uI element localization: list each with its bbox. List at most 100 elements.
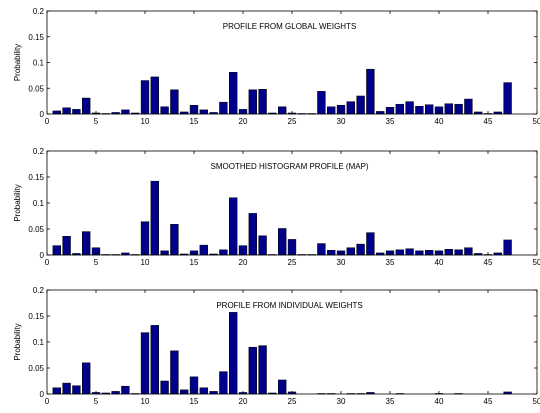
bar [454,103,463,115]
bar [170,350,179,395]
bar [415,250,424,256]
panel-title: PROFILE FROM INDIVIDUAL WEIGHTS [216,301,362,310]
x-tick-label: 10 [141,258,150,267]
bar [356,95,365,115]
panel-title: SMOOTHED HISTOGRAM PROFILE (MAP) [211,162,369,171]
x-tick-label: 30 [337,258,346,267]
y-axis-label: Probability [13,323,22,360]
bar [464,247,473,256]
x-tick-label: 35 [386,258,395,267]
x-tick-label: 35 [386,117,395,126]
bar [62,236,71,256]
bar [415,106,424,115]
bar [503,239,512,256]
bar [62,382,71,395]
bar [219,371,228,395]
bar [346,101,355,115]
x-tick-label: 50 [533,258,540,267]
y-tick-label: 0.2 [33,286,45,295]
bar [82,362,91,395]
bar [121,109,130,115]
bar [199,244,208,256]
bar [444,103,453,115]
bar [425,250,434,256]
bar [366,232,375,256]
bar [248,89,257,115]
bar [199,109,208,115]
bar [464,98,473,115]
bar [454,249,463,256]
panel-3: 0 5 10 15 20 25 30 35 40 45 50 0 0.05 0.1 0.15 0.2 Proba… [13,286,540,406]
x-tick-label: 0 [45,397,50,406]
bar [72,385,81,395]
y-tick-label: 0.15 [28,33,44,42]
x-tick-label: 25 [288,117,297,126]
y-tick-label: 0.15 [28,312,44,321]
y-tick-label: 0.05 [28,84,44,93]
x-tick-label: 20 [239,397,248,406]
y-tick-label: 0.1 [33,59,45,68]
bar [278,379,287,395]
bar [82,97,91,115]
bar [170,89,179,115]
x-tick-label: 0 [45,117,50,126]
bar [258,345,267,395]
bar [258,235,267,256]
bar [366,68,375,115]
bar [425,104,434,115]
x-tick-label: 30 [337,397,346,406]
bar [395,249,404,256]
x-tick-label: 0 [45,258,50,267]
x-tick-label: 10 [141,397,150,406]
x-tick-label: 50 [533,397,540,406]
x-tick-label: 45 [484,258,493,267]
bar [405,248,414,256]
bar [121,385,130,395]
y-tick-label: 0.05 [28,225,44,234]
x-tick-label: 15 [190,117,199,126]
y-tick-label: 0.2 [33,147,45,156]
panel-title: PROFILE FROM GLOBAL WEIGHTS [223,22,357,31]
bar [503,82,512,115]
bar [278,106,287,115]
bar [62,107,71,115]
bar [317,91,326,115]
bar [52,110,61,115]
x-tick-label: 15 [190,397,199,406]
x-tick-label: 35 [386,397,395,406]
x-tick-label: 40 [435,258,444,267]
panel-1: 0 5 10 15 20 25 30 35 40 45 50 0 0.05 0.1 0.15 0.2 Proba… [13,7,540,126]
y-tick-label: 0.1 [33,338,45,347]
x-tick-label: 45 [484,117,493,126]
bar [180,389,189,395]
bar [356,243,365,256]
bar [150,325,159,395]
bar [248,213,257,256]
panel-2: 0 5 10 15 20 25 30 35 40 45 50 0 0.05 0.1 0.15 0.2 Proba… [13,147,540,267]
y-axis-label: Probability [13,44,22,81]
x-tick-label: 15 [190,258,199,267]
bar [346,247,355,256]
bar [160,106,169,115]
bar [395,103,404,115]
x-tick-label: 50 [533,117,540,126]
x-tick-label: 25 [288,258,297,267]
x-tick-label: 5 [94,117,99,126]
bar [140,332,150,395]
bar [199,387,208,395]
bar [160,380,169,395]
bar [258,89,267,115]
bar [170,224,179,256]
y-axis-label: Probability [13,184,22,221]
y-tick-label: 0.15 [28,173,44,182]
bar [229,72,238,115]
x-tick-label: 5 [94,258,99,267]
x-tick-label: 40 [435,117,444,126]
bar [52,245,61,256]
x-tick-label: 20 [239,117,248,126]
y-tick-label: 0 [40,110,45,119]
bar [219,101,228,115]
bar [327,106,336,115]
x-tick-label: 45 [484,397,493,406]
